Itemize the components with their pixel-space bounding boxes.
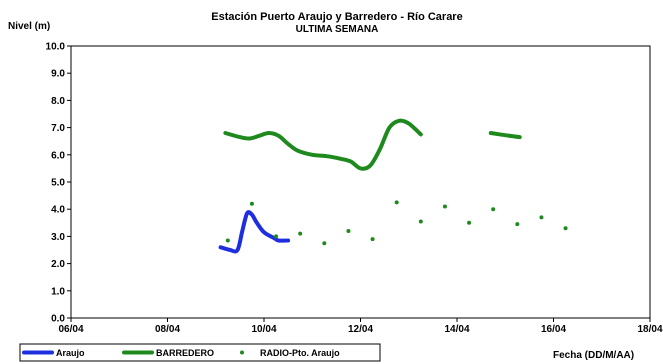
y-tick-label: 7.0 [51, 123, 65, 134]
series-point-radio-pto-araujo [539, 215, 544, 220]
plot-area: 0.0 1.0 2.0 3.0 4.0 5.0 6.0 7.0 8.0 9.0 10.0 06/04 0… [46, 42, 663, 336]
series-point-radio-pto-araujo [370, 237, 375, 242]
series-point-radio-pto-araujo [274, 234, 279, 239]
y-tick-label: 2.0 [51, 259, 65, 270]
y-axis-label: Nivel (m) [8, 21, 50, 32]
series-line-barredero [223, 118, 423, 171]
series-point-radio-pto-araujo [491, 207, 496, 212]
x-tick-label: 06/04 [58, 324, 83, 335]
series-point-radio-pto-araujo [225, 238, 230, 243]
series-point-radio-pto-araujo [418, 219, 423, 224]
series-point-radio-pto-araujo [346, 228, 351, 233]
legend-box [19, 343, 381, 362]
chart-title: Estación Puerto Araujo y Barredero - Río… [211, 11, 462, 23]
series-point-radio-pto-araujo [322, 241, 327, 246]
y-tick-label: 4.0 [51, 205, 65, 216]
legend-label: BARREDERO [156, 348, 214, 358]
x-tick-label: 10/04 [251, 324, 276, 335]
y-tick-label: 8.0 [51, 96, 65, 107]
y-tick-label: 6.0 [51, 150, 65, 161]
series-point-radio-pto-araujo [394, 200, 399, 205]
x-tick-label: 08/04 [155, 324, 180, 335]
y-tick-label: 10.0 [46, 42, 66, 53]
legend: Araujo BARREDERO RADIO-Pto. Araujo [19, 343, 381, 362]
chart-subtitle: ULTIMA SEMANA [296, 24, 379, 35]
x-axis-label: Fecha (DD/M/AA) [553, 350, 634, 361]
series-point-radio-pto-araujo [563, 226, 568, 231]
legend-label: Araujo [56, 348, 85, 358]
y-tick-label: 9.0 [51, 69, 65, 80]
legend-swatch [240, 350, 244, 355]
y-tick-label: 1.0 [51, 286, 65, 297]
series-point-radio-pto-araujo [515, 222, 520, 227]
series-point-radio-pto-araujo [249, 201, 254, 206]
series-point-radio-pto-araujo [442, 204, 447, 209]
series-point-radio-pto-araujo [298, 231, 303, 236]
x-tick-label: 18/04 [637, 324, 662, 335]
x-tick-label: 14/04 [444, 324, 469, 335]
y-tick-label: 5.0 [51, 178, 65, 189]
series-point-radio-pto-araujo [467, 220, 472, 225]
series-line-barredero [488, 131, 522, 140]
legend-label: RADIO-Pto. Araujo [260, 348, 340, 358]
series-line-araujo [218, 210, 291, 254]
y-tick-label: 0.0 [51, 314, 65, 325]
x-tick-label: 16/04 [541, 324, 566, 335]
x-tick-label: 12/04 [348, 324, 373, 335]
y-tick-label: 3.0 [51, 232, 65, 243]
